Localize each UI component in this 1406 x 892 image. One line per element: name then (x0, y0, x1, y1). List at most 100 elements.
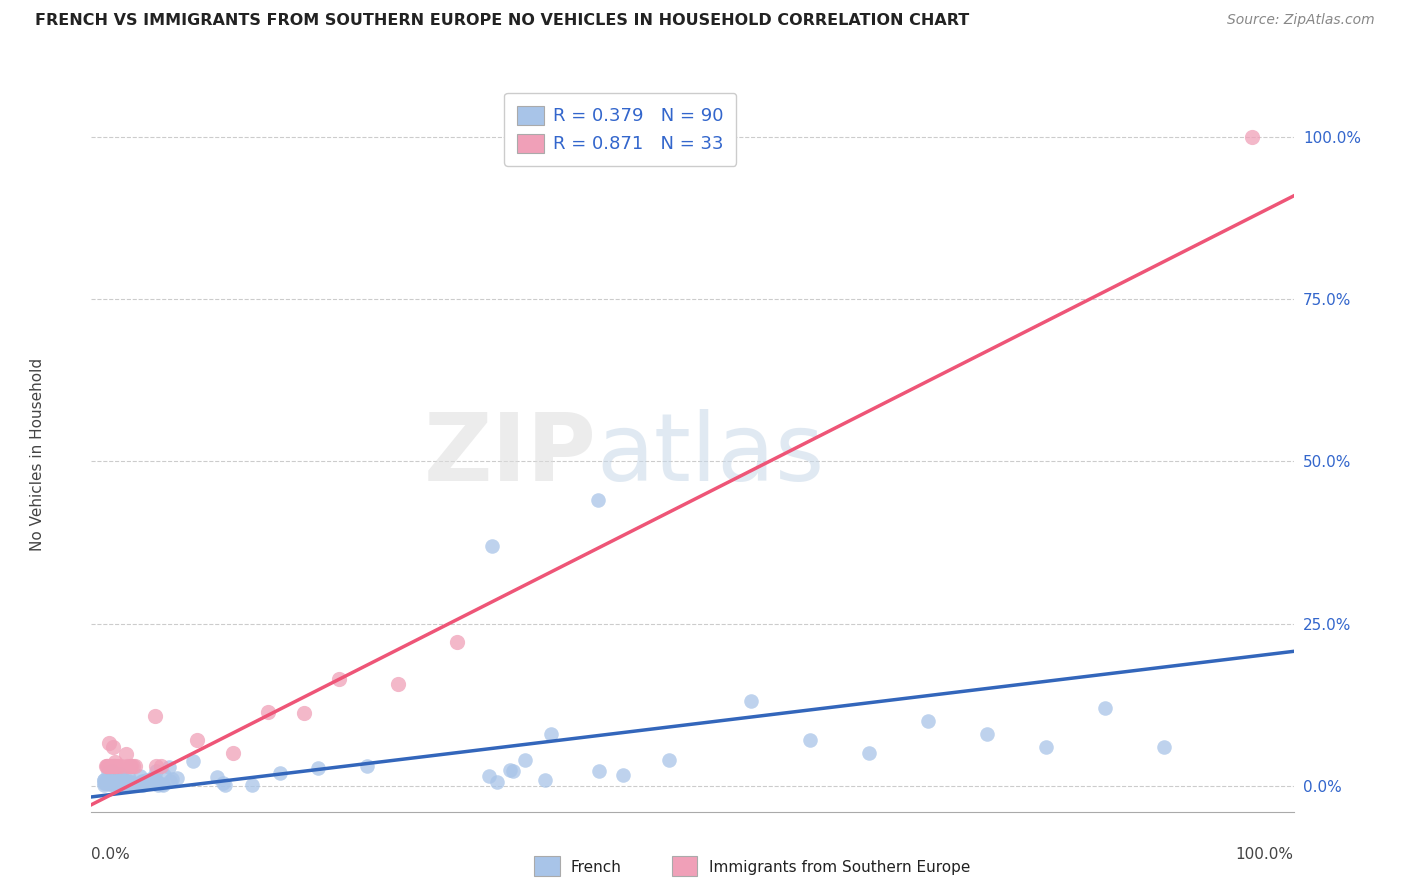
Point (107, 777, 129, 791)
Point (240, 778, 263, 792)
Point (502, 764, 524, 778)
Point (97, 776, 120, 790)
Point (146, 774, 169, 789)
Point (94, 759, 117, 773)
Point (101, 764, 124, 778)
Text: ZIP: ZIP (423, 409, 596, 501)
Point (1094, 701, 1116, 715)
Point (269, 765, 291, 780)
Point (117, 771, 139, 785)
Text: 0.0%: 0.0% (91, 847, 131, 863)
Point (117, 775, 139, 789)
Point (540, 727, 562, 741)
Point (105, 769, 128, 783)
Point (101, 777, 124, 791)
Point (477, 769, 499, 783)
Point (1241, 130, 1264, 145)
Point (121, 776, 143, 790)
Point (103, 775, 125, 789)
Point (103, 739, 125, 754)
Point (96, 759, 118, 773)
Point (128, 769, 150, 783)
Point (94, 776, 117, 790)
Point (110, 775, 132, 789)
Point (129, 778, 152, 792)
Point (94, 775, 117, 789)
Point (166, 771, 188, 785)
Point (117, 778, 139, 792)
Point (658, 753, 681, 767)
Point (121, 776, 143, 790)
Point (124, 759, 146, 773)
Point (146, 778, 169, 792)
Point (110, 778, 132, 792)
Point (111, 777, 134, 791)
Point (111, 770, 134, 784)
Point (98, 736, 121, 750)
Point (153, 768, 176, 782)
Point (122, 759, 145, 773)
Point (586, 493, 609, 508)
Point (740, 694, 762, 708)
Point (534, 772, 557, 787)
Point (110, 767, 132, 781)
Point (103, 759, 125, 773)
Point (121, 777, 143, 791)
Point (104, 755, 127, 769)
Point (98, 759, 121, 773)
Legend: R = 0.379   N = 90, R = 0.871   N = 33: R = 0.379 N = 90, R = 0.871 N = 33 (505, 93, 737, 166)
Point (101, 776, 124, 790)
Point (131, 773, 153, 788)
Point (152, 778, 174, 792)
Point (292, 706, 315, 720)
Text: No Vehicles in Household: No Vehicles in Household (30, 359, 45, 551)
Point (138, 776, 160, 790)
Point (159, 774, 181, 789)
Point (485, 775, 508, 789)
Point (149, 759, 172, 773)
Point (93, 773, 115, 788)
Point (101, 759, 124, 773)
Point (115, 747, 138, 761)
Point (105, 777, 128, 791)
Point (105, 777, 128, 791)
Point (118, 775, 141, 789)
Point (93, 775, 115, 789)
Text: atlas: atlas (596, 409, 824, 501)
Text: Immigrants from Southern Europe: Immigrants from Southern Europe (709, 860, 970, 874)
Point (125, 777, 148, 791)
Point (160, 772, 183, 786)
Point (125, 778, 148, 792)
Text: Source: ZipAtlas.com: Source: ZipAtlas.com (1227, 13, 1375, 28)
Point (103, 759, 125, 773)
Point (105, 768, 128, 782)
Point (100, 773, 122, 788)
Point (108, 767, 131, 781)
Point (307, 760, 329, 774)
Point (93, 778, 115, 792)
Point (103, 759, 125, 773)
Point (858, 747, 880, 761)
Point (135, 772, 157, 787)
Point (222, 746, 245, 760)
Point (105, 759, 128, 773)
Point (114, 776, 136, 790)
Point (181, 754, 204, 768)
Point (117, 775, 139, 789)
Point (976, 727, 998, 741)
Point (186, 733, 208, 747)
Point (212, 775, 235, 789)
Point (257, 706, 280, 720)
Point (120, 759, 142, 773)
Point (108, 775, 131, 789)
Point (93, 772, 115, 787)
Point (110, 759, 132, 773)
Point (356, 759, 378, 773)
Point (129, 775, 152, 789)
Text: 100.0%: 100.0% (1236, 847, 1294, 863)
Text: FRENCH VS IMMIGRANTS FROM SOUTHERN EUROPE NO VEHICLES IN HOUSEHOLD CORRELATION C: FRENCH VS IMMIGRANTS FROM SOUTHERN EUROP… (35, 13, 969, 29)
Point (97, 759, 120, 773)
Point (588, 764, 610, 779)
Point (139, 772, 162, 787)
Point (107, 776, 129, 790)
